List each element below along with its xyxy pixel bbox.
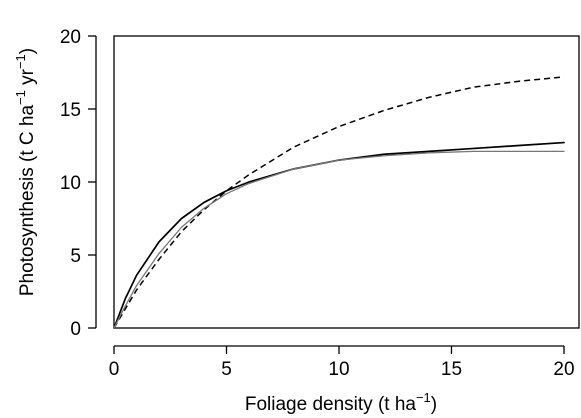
series-line-3	[113, 150, 565, 329]
y-axis-title: Photosynthesis (t C ha−1 yr−1)	[13, 48, 38, 296]
y-tick-label: 5	[70, 246, 81, 267]
series-layer	[113, 76, 565, 329]
x-tick-label: 0	[109, 359, 120, 380]
y-axis-title-sup2: −1	[13, 54, 28, 69]
x-tick-label: 20	[553, 359, 574, 380]
series-line-1	[113, 76, 565, 329]
y-axis: 0 5 10 15 20	[60, 27, 97, 340]
plot-frame	[113, 35, 580, 329]
y-tick-label: 20	[60, 27, 81, 48]
x-axis: 0 5 10 15 20	[109, 345, 575, 380]
y-axis-title-part1: Photosynthesis (t C ha	[17, 105, 38, 297]
y-axis-title-sup1: −1	[13, 90, 28, 105]
x-axis-title: Foliage density (t ha−1)	[245, 390, 437, 415]
x-tick-label: 5	[221, 359, 232, 380]
x-axis-title-sup: −1	[416, 390, 431, 405]
series-line-2	[113, 141, 565, 329]
x-tick-label: 15	[441, 359, 462, 380]
y-axis-title-close: )	[17, 48, 38, 54]
x-tick-label: 10	[328, 359, 349, 380]
x-axis-title-main: Foliage density (t ha	[245, 394, 417, 415]
y-tick-label: 10	[60, 173, 81, 194]
y-axis-title-part2: yr	[17, 68, 38, 90]
x-axis-title-close: )	[431, 394, 437, 415]
y-tick-label: 0	[70, 319, 81, 340]
y-tick-label: 15	[60, 100, 81, 121]
